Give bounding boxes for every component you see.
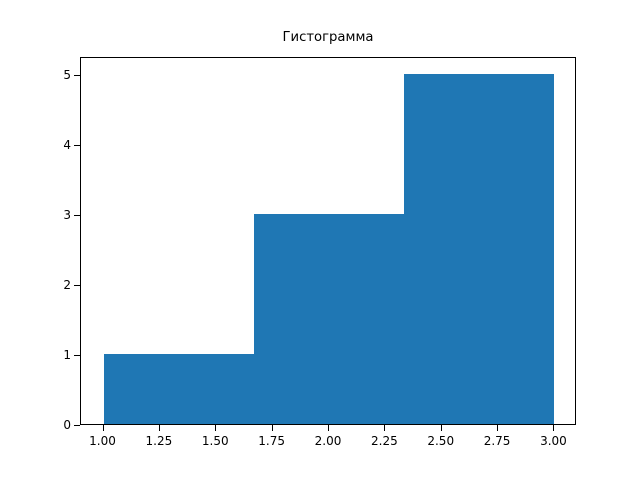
y-tick-mark xyxy=(74,425,80,426)
y-tick-mark xyxy=(74,285,80,286)
histogram-bar xyxy=(253,213,405,424)
x-tick-label: 2.50 xyxy=(427,434,455,448)
y-tick-mark xyxy=(74,145,80,146)
x-tick-label: 1.25 xyxy=(145,434,173,448)
x-tick-label: 2.00 xyxy=(314,434,342,448)
histogram-bars xyxy=(81,58,575,424)
x-tick-mark xyxy=(159,425,160,431)
x-tick-label: 1.75 xyxy=(258,434,285,448)
x-tick-mark xyxy=(497,425,498,431)
x-tick-mark xyxy=(553,425,554,431)
y-tick-label: 0 xyxy=(63,418,71,432)
x-tick-label: 2.25 xyxy=(371,434,398,448)
x-tick-mark xyxy=(272,425,273,431)
x-tick-mark xyxy=(384,425,385,431)
y-tick-mark xyxy=(74,355,80,356)
chart-title: Гистограмма xyxy=(282,30,374,45)
y-tick-mark xyxy=(74,215,80,216)
x-tick-label: 3.00 xyxy=(540,434,567,448)
x-tick-mark xyxy=(441,425,442,431)
histogram-bar xyxy=(103,353,254,424)
y-tick-label: 4 xyxy=(63,137,71,152)
histogram-bar xyxy=(404,73,555,424)
y-tick-mark xyxy=(74,75,80,76)
x-tick-label: 1.00 xyxy=(89,434,116,448)
x-tick-mark xyxy=(215,425,216,431)
plot-area xyxy=(80,57,576,425)
x-tick-mark xyxy=(103,425,104,431)
x-tick-label: 2.75 xyxy=(483,434,511,448)
y-tick-label: 3 xyxy=(63,207,71,222)
y-tick-label: 2 xyxy=(63,277,71,292)
y-tick-label: 1 xyxy=(63,347,71,362)
x-tick-label: 1.50 xyxy=(201,434,229,448)
x-tick-mark xyxy=(328,425,329,431)
y-tick-label: 5 xyxy=(63,67,71,82)
